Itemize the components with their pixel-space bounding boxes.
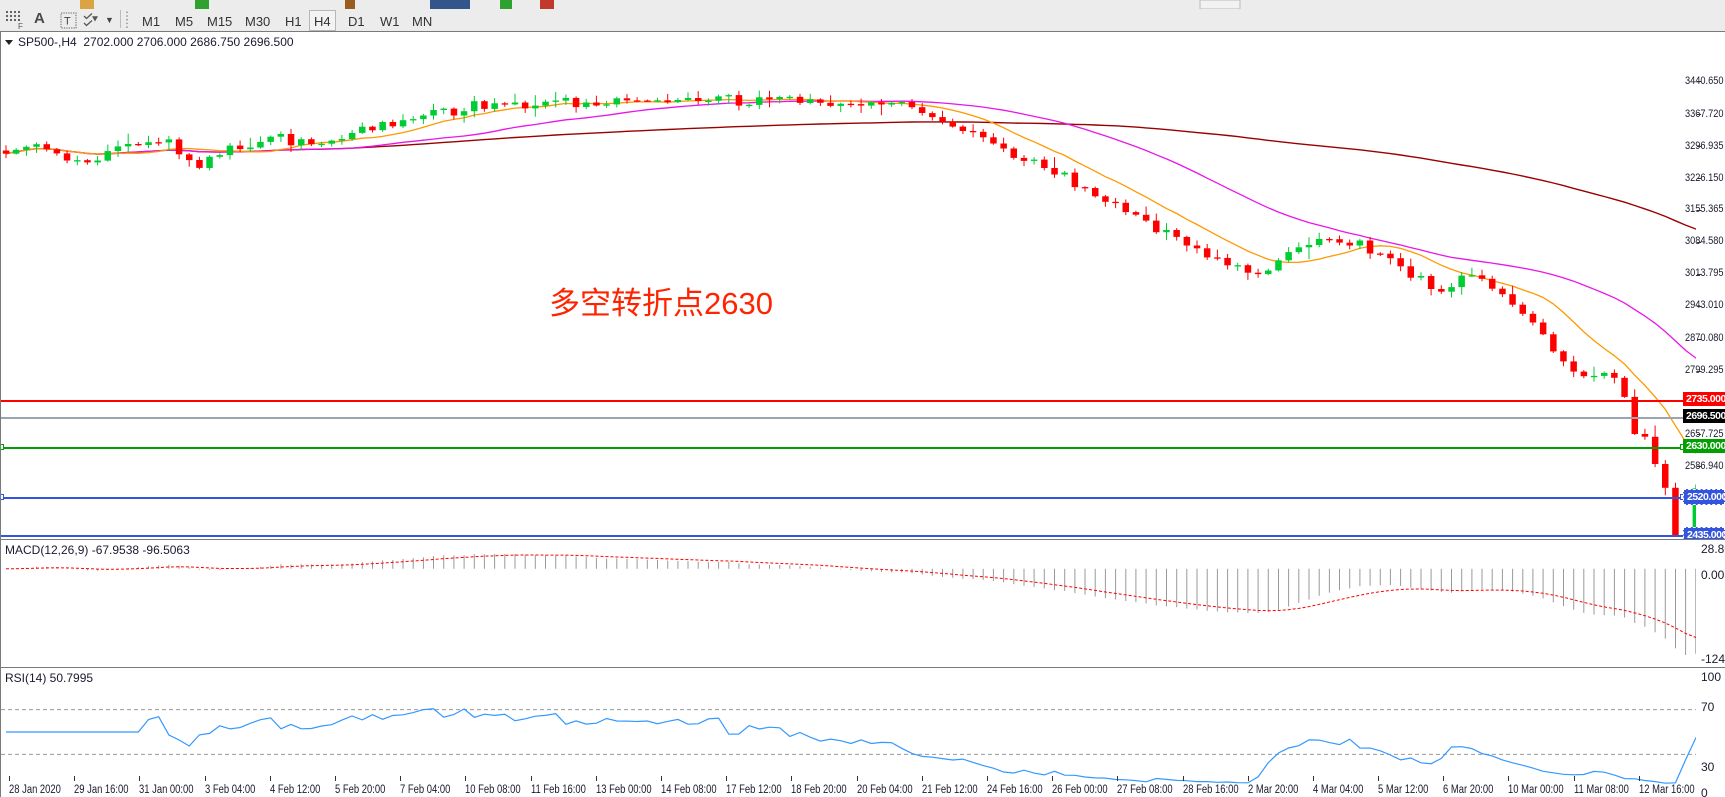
svg-text:T: T bbox=[64, 16, 71, 28]
svg-text:F: F bbox=[18, 22, 23, 30]
